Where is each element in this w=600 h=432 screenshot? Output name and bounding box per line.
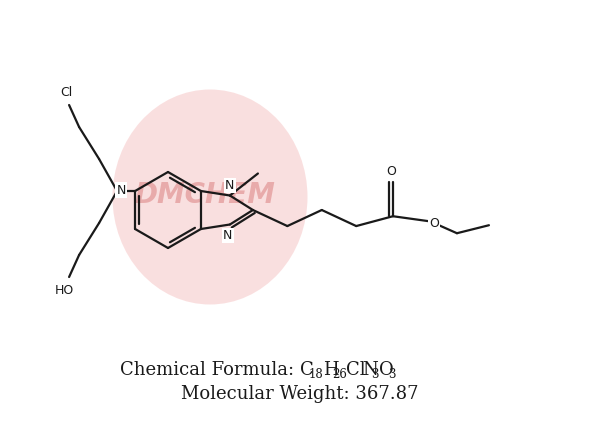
Text: 3: 3 (371, 368, 379, 381)
Text: O: O (429, 217, 439, 230)
Text: N: N (223, 229, 233, 242)
Text: O: O (386, 165, 396, 178)
Text: 3: 3 (388, 368, 395, 381)
Text: Molecular Weight: 367.87: Molecular Weight: 367.87 (181, 385, 419, 403)
Text: Cl: Cl (60, 86, 72, 98)
Text: C: C (300, 361, 314, 379)
Text: N: N (362, 361, 378, 379)
Text: Cl: Cl (346, 361, 365, 379)
Text: 18: 18 (309, 368, 324, 381)
Text: Chemical Formula:: Chemical Formula: (120, 361, 300, 379)
Text: O: O (379, 361, 394, 379)
Text: DMCHEM: DMCHEM (134, 181, 275, 209)
Text: HO: HO (55, 285, 74, 298)
Text: H: H (323, 361, 338, 379)
Text: N: N (225, 179, 235, 192)
Text: N: N (116, 184, 126, 197)
Ellipse shape (113, 89, 308, 305)
Text: 26: 26 (332, 368, 347, 381)
